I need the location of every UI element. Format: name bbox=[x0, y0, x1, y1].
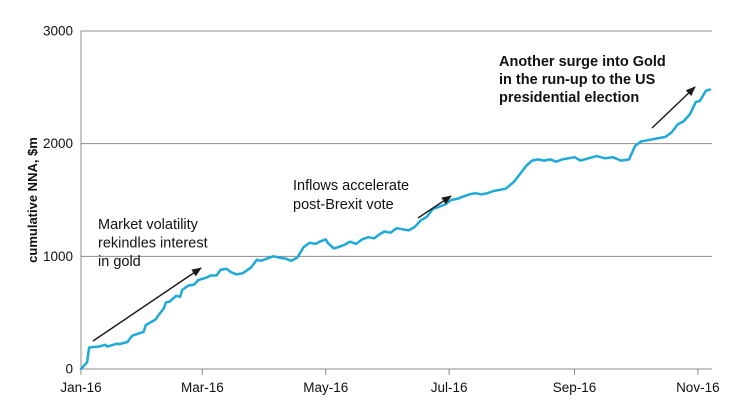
annotations: Market volatility rekindles interest in go… bbox=[92, 54, 696, 342]
x-tick-label: Sep-16 bbox=[553, 380, 597, 395]
annotation-volatility: Market volatility rekindles interest in go… bbox=[92, 217, 208, 342]
y-tick-label: 3000 bbox=[43, 24, 73, 39]
x-tick-label: May-16 bbox=[303, 380, 348, 395]
y-axis-title: cumulative NNA, $m bbox=[25, 137, 40, 263]
gridlines bbox=[81, 30, 712, 257]
annotation-election-arrow bbox=[651, 86, 696, 129]
annotation-brexit-text: Inflows accelerate bbox=[293, 178, 409, 194]
series bbox=[79, 88, 712, 371]
annotation-volatility-arrow bbox=[92, 267, 202, 342]
annotation-brexit-text: post-Brexit vote bbox=[293, 197, 394, 213]
x-tick-label: Jul-16 bbox=[431, 380, 468, 395]
y-tick-label: 0 bbox=[65, 362, 73, 377]
annotation-brexit: Inflows accelerate post-Brexit vote bbox=[293, 178, 452, 219]
annotation-volatility-text: Market volatility bbox=[98, 217, 199, 233]
annotation-brexit-arrow bbox=[417, 195, 452, 219]
x-tick-label: Jan-16 bbox=[60, 380, 101, 395]
series-line-0 bbox=[79, 88, 712, 371]
x-tick-label: Mar-16 bbox=[181, 380, 224, 395]
axes: 0 1000 2000 3000 Jan-16 Mar-16 May-16 Jul-16 Sep… bbox=[43, 24, 720, 396]
x-tick-label: Nov-16 bbox=[676, 380, 720, 395]
annotation-volatility-text: rekindles interest bbox=[98, 236, 208, 252]
y-tick-label: 1000 bbox=[43, 249, 73, 264]
annotation-election: Another surge into Gold in the run-up to … bbox=[499, 54, 696, 129]
annotation-election-text: Another surge into Gold bbox=[499, 54, 666, 70]
annotation-volatility-text: in gold bbox=[98, 254, 141, 270]
annotation-election-text: in the run-up to the US bbox=[499, 72, 656, 88]
annotation-election-text: presidential election bbox=[499, 90, 639, 106]
y-tick-label: 2000 bbox=[43, 136, 73, 151]
